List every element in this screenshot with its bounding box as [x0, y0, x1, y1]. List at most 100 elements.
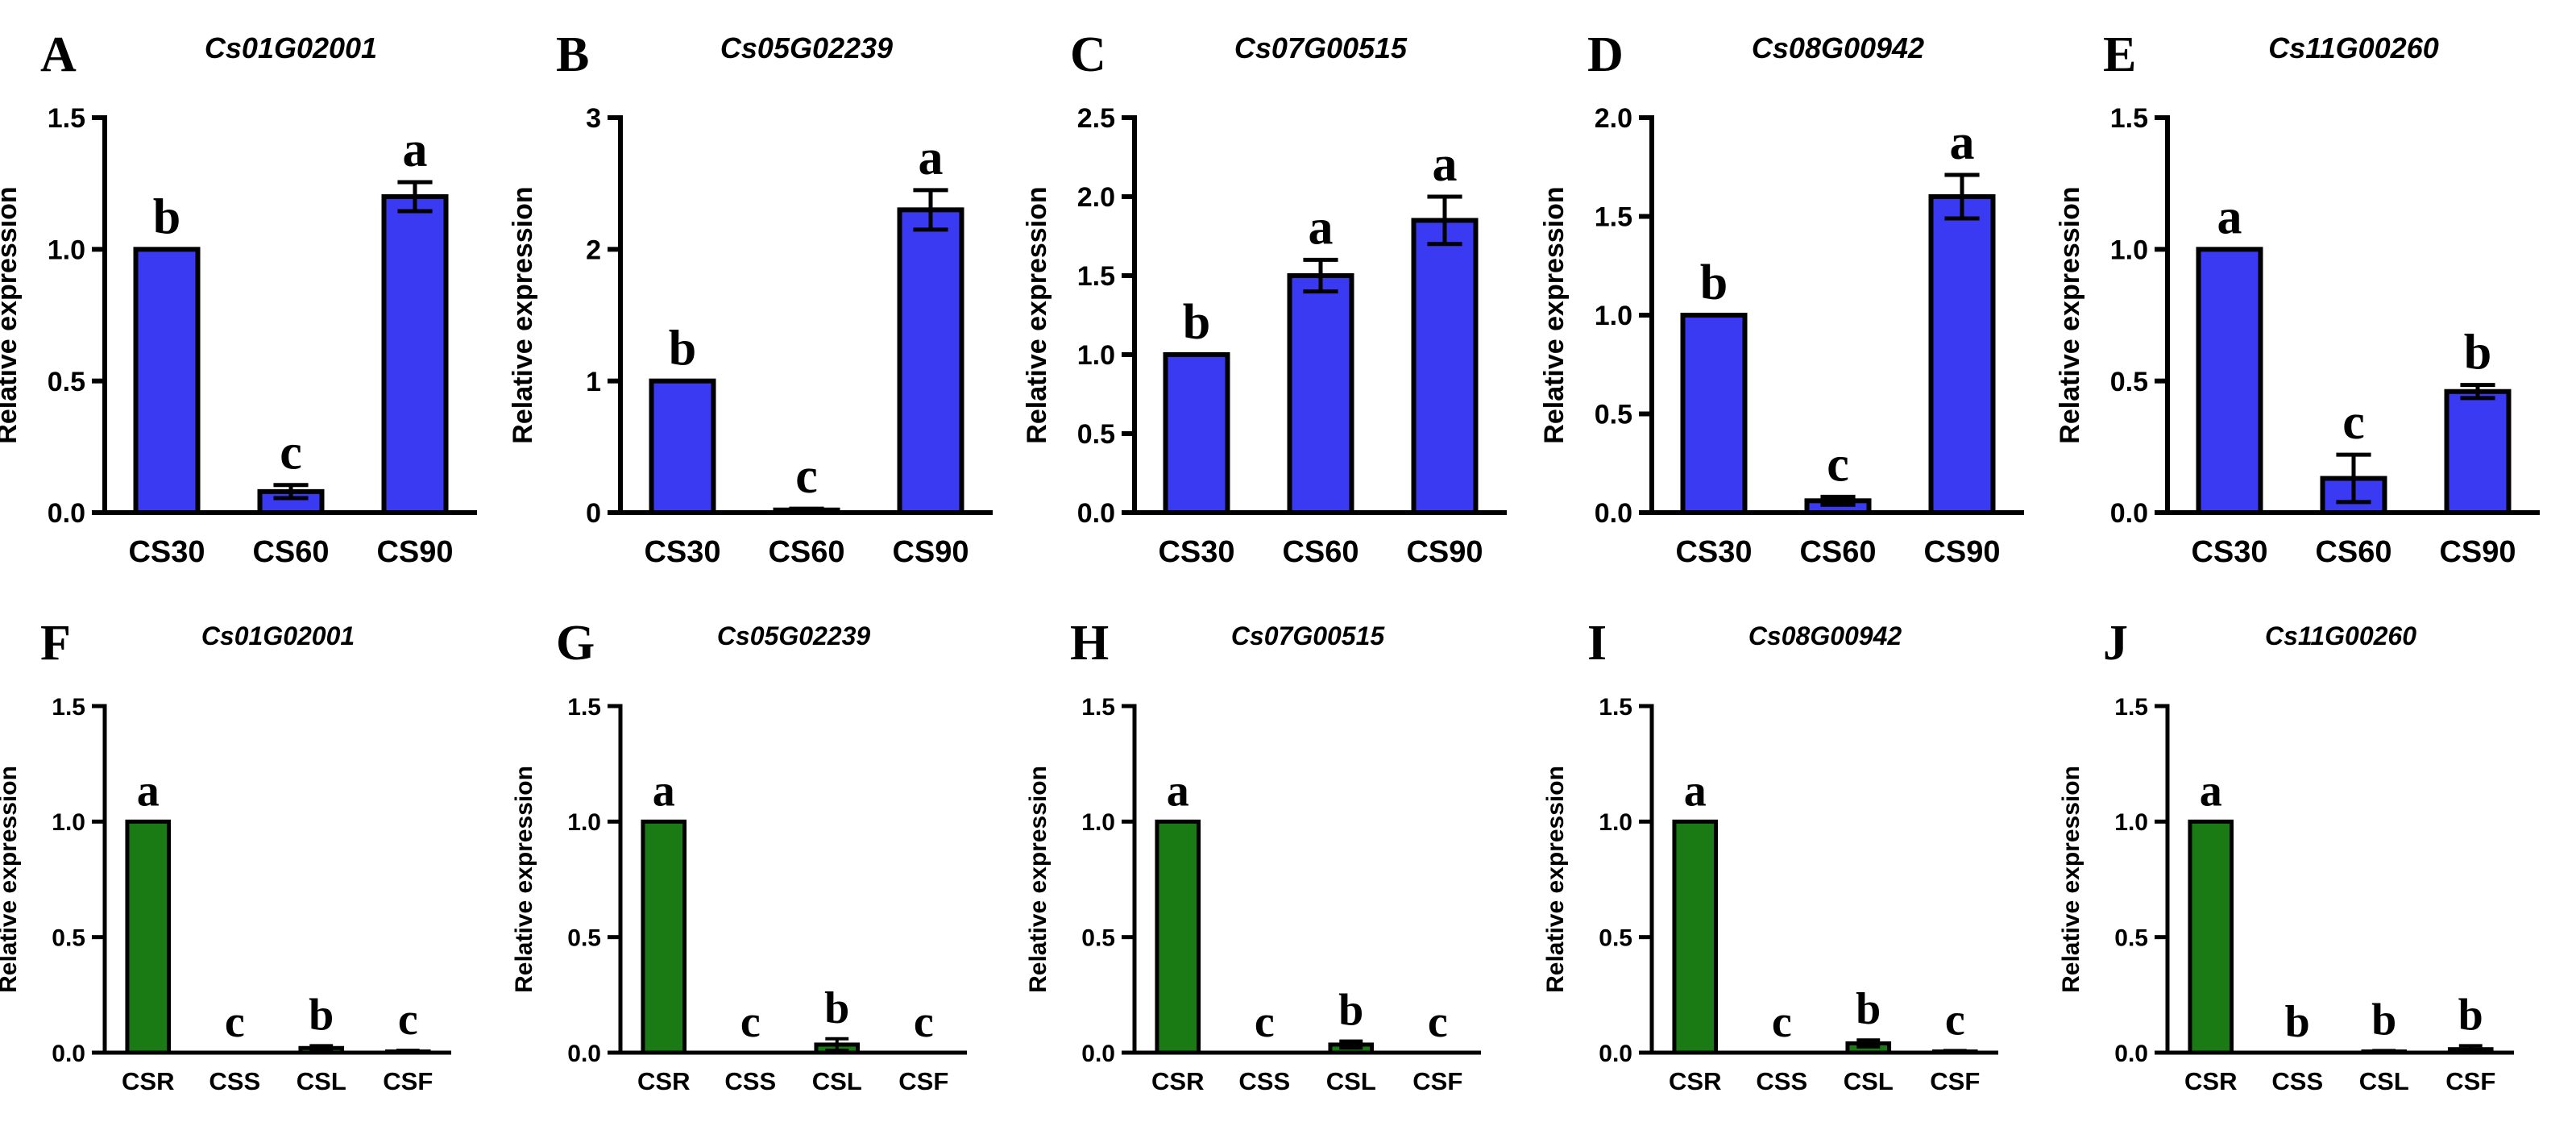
significance-letter-csl: b: [1338, 986, 1363, 1036]
y-tick-label: 0.5: [1595, 400, 1632, 430]
significance-letter-csf: c: [1428, 997, 1448, 1047]
significance-letter-css: b: [2285, 997, 2310, 1047]
significance-letter-csf: c: [1945, 995, 1965, 1045]
bar-cs30: [1680, 313, 1748, 515]
chart-panel-e: E Cs11G00260 Relative expression 0.0 0.5 1.0 1…: [2055, 27, 2540, 569]
significance-letter-cs30: a: [2217, 189, 2242, 244]
y-tick-label: 0: [586, 498, 601, 529]
significance-letter-cs30: b: [669, 322, 696, 376]
x-tick-label-csl: CSL: [1844, 1067, 1894, 1095]
x-tick-label-csf: CSF: [1412, 1067, 1462, 1095]
y-tick-label: 0.5: [1599, 924, 1632, 951]
significance-letter-cs90: a: [1950, 115, 1975, 170]
y-axis-label: Relative expression: [0, 186, 23, 443]
x-tick-label-csf: CSF: [2445, 1067, 2495, 1095]
significance-letter-cs60: c: [280, 426, 302, 480]
y-tick-label: 1.0: [1081, 809, 1115, 836]
significance-letter-csl: b: [309, 990, 334, 1040]
bar-cs90: [897, 207, 964, 515]
y-tick-label: 1.0: [1595, 301, 1632, 331]
significance-letter-csl: b: [824, 983, 849, 1033]
y-tick-label: 2.5: [1077, 103, 1115, 134]
panel-letter: C: [1070, 27, 1106, 82]
bar-cs90: [1928, 194, 1996, 515]
significance-letter-cs60: c: [1827, 437, 1849, 492]
bar-csr: [1155, 819, 1201, 1055]
bar-csr: [125, 819, 172, 1055]
chart-panel-c: C Cs07G00515 Relative expression 0.0 0.5 1.0 1…: [1022, 27, 1507, 569]
significance-letter-csf: b: [2458, 990, 2483, 1040]
chart-title: Cs01G02001: [205, 31, 377, 64]
y-axis-label: Relative expression: [1539, 186, 1570, 443]
significance-letter-cs60: c: [2342, 395, 2365, 450]
x-tick-label-cs30: CS30: [1158, 535, 1234, 569]
x-tick-label-cs90: CS90: [2439, 535, 2516, 569]
x-tick-label-csl: CSL: [812, 1067, 862, 1095]
x-tick-label-cs60: CS60: [768, 535, 844, 569]
chart-panel-g: G Cs05G02239 Relative expression 0.0 0.5 1.0 1…: [511, 616, 967, 1095]
x-tick-label-csr: CSR: [122, 1067, 174, 1095]
x-tick-label-cs90: CS90: [892, 535, 969, 569]
significance-letter-cs90: a: [403, 123, 428, 177]
x-tick-label-css: CSS: [1238, 1067, 1290, 1095]
significance-letter-cs60: a: [1309, 200, 1334, 255]
chart-panel-j: J Cs11G00260 Relative expression 0.0 0.5 1.0 1…: [2058, 616, 2514, 1095]
x-tick-label-cs30: CS30: [128, 535, 205, 569]
panel-letter: E: [2103, 27, 2136, 82]
x-tick-label-csr: CSR: [1151, 1067, 1204, 1095]
y-tick-label: 0.5: [1077, 419, 1115, 450]
significance-letter-csl: b: [1856, 984, 1881, 1034]
significance-letter-csr: a: [137, 766, 160, 816]
x-tick-label-cs60: CS60: [1799, 535, 1876, 569]
significance-letter-cs90: a: [919, 131, 944, 185]
bar-csr: [1672, 819, 1719, 1055]
x-tick-label-cs90: CS90: [1923, 535, 2000, 569]
y-tick-label: 0.0: [1599, 1041, 1632, 1067]
y-tick-label: 0.5: [567, 924, 601, 951]
y-tick-label: 1.5: [1595, 202, 1632, 233]
x-tick-label-cs60: CS60: [1282, 535, 1359, 569]
bar-cs30: [649, 378, 716, 515]
y-axis-label: Relative expression: [511, 766, 537, 993]
x-tick-label-css: CSS: [209, 1067, 260, 1095]
y-tick-label: 0.5: [2110, 367, 2148, 397]
y-tick-label: 3: [586, 103, 601, 134]
y-tick-label: 1.5: [1077, 261, 1115, 292]
y-tick-label: 1: [586, 367, 601, 397]
x-tick-label-csr: CSR: [637, 1067, 690, 1095]
x-tick-label-csr: CSR: [1669, 1067, 1721, 1095]
x-tick-label-cs30: CS30: [2191, 535, 2267, 569]
chart-title: Cs08G00942: [1748, 621, 1902, 650]
x-tick-label-csf: CSF: [1930, 1067, 1980, 1095]
significance-letter-csf: c: [398, 995, 418, 1045]
x-tick-label-csl: CSL: [1326, 1067, 1376, 1095]
significance-letter-csr: a: [1167, 766, 1189, 816]
y-tick-label: 1.5: [1081, 694, 1115, 721]
panel-letter: D: [1587, 27, 1624, 82]
y-axis-label: Relative expression: [1025, 766, 1052, 993]
y-tick-label: 0.0: [1077, 498, 1115, 529]
y-tick-label: 0.0: [1595, 498, 1632, 529]
y-tick-label: 1.0: [1077, 340, 1115, 371]
panel-letter: F: [40, 616, 71, 671]
chart-title: Cs08G00942: [1752, 31, 1924, 64]
panel-letter: B: [556, 27, 589, 82]
y-tick-label: 0.5: [48, 367, 85, 397]
significance-letter-csl: b: [2371, 995, 2396, 1045]
bar-csr: [2188, 819, 2234, 1055]
chart-panel-h: H Cs07G00515 Relative expression 0.0 0.5 1.0 1…: [1025, 616, 1481, 1095]
significance-letter-css: c: [1255, 997, 1275, 1047]
bar-cs60: [1287, 273, 1354, 515]
y-axis-label: Relative expression: [2058, 766, 2084, 993]
panel-letter: H: [1070, 616, 1109, 671]
chart-panel-d: D Cs08G00942 Relative expression 0.0 0.5 1.0 1…: [1539, 27, 2024, 569]
bar-cs30: [133, 247, 201, 515]
y-tick-label: 1.0: [2114, 809, 2148, 836]
y-tick-label: 2.0: [1595, 103, 1632, 134]
y-axis-label: Relative expression: [2055, 186, 2085, 443]
y-axis-label: Relative expression: [508, 186, 538, 443]
x-tick-label-cs60: CS60: [252, 535, 329, 569]
y-tick-label: 1.5: [52, 694, 85, 721]
x-tick-label-cs60: CS60: [2315, 535, 2391, 569]
y-tick-label: 0.0: [52, 1041, 85, 1067]
